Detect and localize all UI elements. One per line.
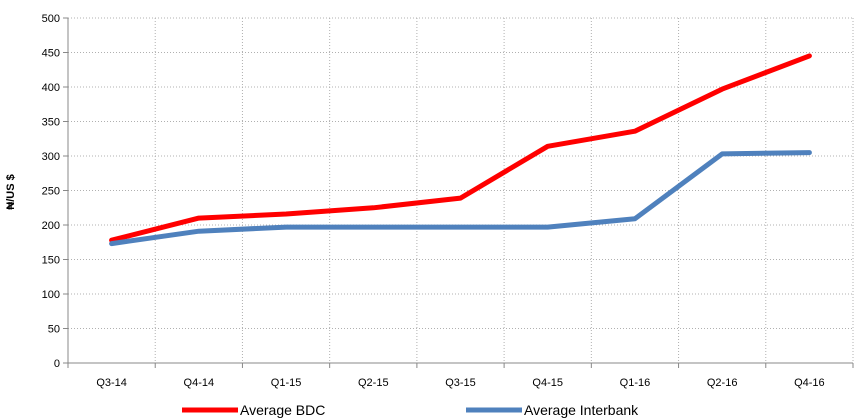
y-tick-label: 200 (42, 220, 60, 232)
y-tick-label: 500 (42, 13, 60, 25)
y-tick-label: 350 (42, 117, 60, 129)
x-tick-labels: Q3-14 Q4-14 Q1-15 Q2-15 Q3-15 Q4-15 Q1-16 Q2-16… (96, 377, 824, 389)
x-tick-label: Q4-14 (184, 377, 215, 389)
legend-label: Average Interbank (524, 402, 639, 418)
x-tick-label: Q4-15 (532, 377, 563, 389)
x-tick-label: Q1-16 (620, 377, 651, 389)
series-line-average-interbank (109, 150, 812, 247)
y-tick-label: 300 (42, 151, 60, 163)
x-tick-label: Q1-15 (271, 377, 302, 389)
x-tick-label: Q3-15 (445, 377, 476, 389)
series-line-average-bdc (109, 53, 812, 243)
y-tick-label: 150 (42, 255, 60, 267)
series-lines (109, 53, 812, 247)
y-tick-label: 400 (42, 82, 60, 94)
legend-label: Average BDC (240, 402, 325, 418)
x-tick-label: Q2-15 (358, 377, 389, 389)
y-tick-label: 50 (48, 324, 60, 336)
x-tick-label: Q3-14 (96, 377, 127, 389)
y-tick-label: 100 (42, 289, 60, 301)
legend: Average BDC Average Interbank (182, 402, 639, 418)
grid-lines (68, 17, 854, 363)
y-axis-label: ₦/US $ (5, 174, 17, 209)
y-tick-label: 450 (42, 48, 60, 60)
x-tick-label: Q4-16 (794, 377, 825, 389)
axes (63, 17, 854, 368)
y-tick-label: 250 (42, 186, 60, 198)
x-tick-label: Q2-16 (707, 377, 738, 389)
y-tick-labels: 0 50 100 150 200 250 300 350 400 450 500 (42, 13, 60, 370)
y-tick-label: 0 (54, 358, 60, 370)
